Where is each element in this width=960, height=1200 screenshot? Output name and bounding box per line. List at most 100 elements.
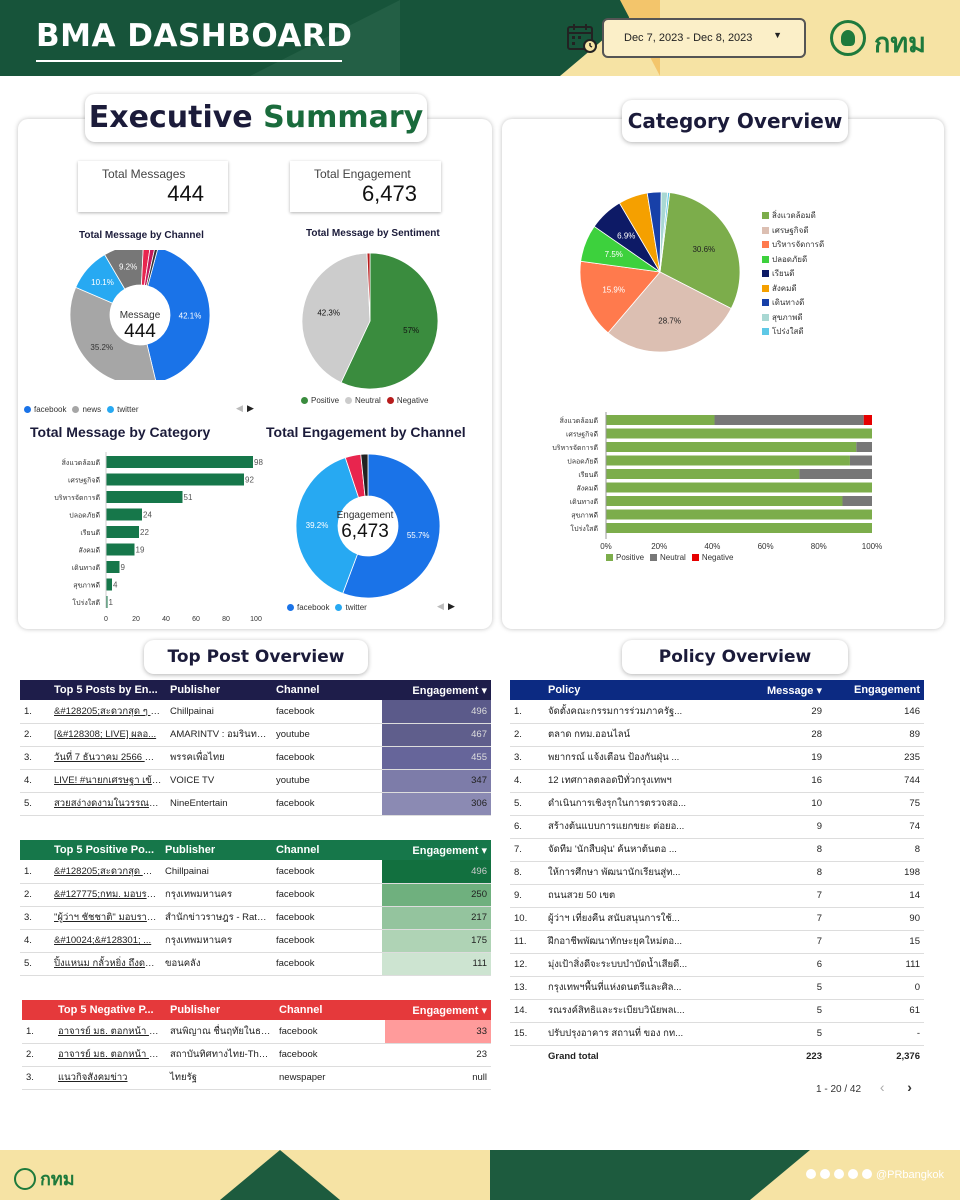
executive-title-part2: Summary <box>263 100 424 135</box>
cell-policy: ปรับปรุงอาคาร สถานที่ ของ กท... <box>544 1022 714 1046</box>
cell-post[interactable]: แนวกิจสังคมข่าว <box>54 1066 166 1090</box>
line-icon[interactable] <box>805 1169 816 1179</box>
pager-prev-icon[interactable]: ‹ <box>879 1079 885 1095</box>
top-post-overview-title: Top Post Overview <box>144 640 368 674</box>
eng-channel-center: Engagement 6,473 <box>330 510 400 543</box>
eng-channel-donut-chart: 55.7% 39.2% <box>295 453 441 599</box>
legend-next-icon[interactable]: ▶ <box>448 601 455 611</box>
table-row[interactable]: 12. มุ่งเป้าสิ่งดีจะระบบบำบัดน้ำเสียดี...… <box>510 953 924 977</box>
table-row[interactable]: 2. &#127775;กทม. มอบรา... กรุงเทพมหานคร fac… <box>20 883 491 907</box>
table-row[interactable]: 2. [&#128308; LIVE] ผลอ... AMARINTV : อมริ… <box>20 723 491 747</box>
cell-post[interactable]: อาจารย์ มธ. ตอกหน้า ชัชช... <box>54 1043 166 1067</box>
column-header[interactable]: Top 5 Posts by En... <box>54 684 158 696</box>
cell-post[interactable]: อาจารย์ มธ. ตอกหน้า ชัชช... <box>54 1020 166 1044</box>
table-row[interactable]: 1. จัดตั้งคณะกรรมการร่วมภาครัฐ... 29 146 <box>510 700 924 724</box>
legend-item: บริหารจัดการดี <box>756 240 824 249</box>
cell-post[interactable]: LIVE! #นายกเศรษฐา เข้า 'ค... <box>50 769 166 793</box>
cell-channel: facebook <box>272 883 382 907</box>
table-row[interactable]: 4. LIVE! #นายกเศรษฐา เข้า 'ค... VOICE TV yo… <box>20 769 491 793</box>
cell-eng: 111 <box>382 952 491 976</box>
legend-label: เดินทางดี <box>772 298 805 307</box>
table-row[interactable]: 3. วันที่ 7 ธันวาคม 2566 ณ ... พรรคเพื่อไท… <box>20 746 491 770</box>
column-header[interactable]: Engagement ▾ <box>412 1004 487 1017</box>
table-row[interactable]: 11. ฝึกอาชีพพัฒนาทักษะยุคใหม่ตอ... 7 15 <box>510 930 924 954</box>
table-row[interactable]: 2. อาจารย์ มธ. ตอกหน้า ชัชช... สถาบันทิศทา… <box>22 1043 491 1067</box>
legend-prev-icon[interactable]: ◀ <box>236 403 243 413</box>
column-header[interactable]: Publisher <box>170 684 221 696</box>
table-row[interactable]: 13. กรุงเทพฯพื้นที่แห่งดนตรีและศิล... 5 0 <box>510 976 924 1000</box>
stacked-bar-neutral <box>856 442 872 452</box>
cell-post[interactable]: ปิ้งแหนม กลั้วหยิ่ง ถึงดาดหรอนอ... <box>50 952 161 976</box>
calendar-icon[interactable] <box>566 22 598 54</box>
table-row[interactable]: 3. พยากรณ์ แจ้งเตือน ป้องกันฝุ่น ... 19 235 <box>510 746 924 770</box>
tiktok-icon[interactable] <box>861 1169 872 1179</box>
table-row[interactable]: 15. ปรับปรุงอาคาร สถานที่ ของ กท... 5- <box>510 1022 924 1046</box>
instagram-icon[interactable] <box>847 1169 858 1179</box>
table-row[interactable]: 4. 12 เทศกาลตลอดปีทั่วกรุงเทพฯ 16 744 <box>510 769 924 793</box>
grand-total-cell <box>510 1045 544 1068</box>
table-row[interactable]: 2. ตลาด กทม.ออนไลน์ 28 89 <box>510 723 924 747</box>
legend-label: โปร่งใสดี <box>772 327 804 336</box>
column-header[interactable]: Publisher <box>170 1004 221 1016</box>
cell-n: 5. <box>20 792 50 816</box>
column-header[interactable]: Engagement ▾ <box>412 684 487 697</box>
column-header[interactable]: Policy <box>548 684 581 696</box>
cell-post[interactable]: วันที่ 7 ธันวาคม 2566 ณ ... <box>50 746 166 770</box>
legend-next-icon[interactable]: ▶ <box>247 403 254 413</box>
cell-eng: 496 <box>382 860 491 884</box>
cell-msg: 29 <box>714 700 826 724</box>
eng-channel-center-label: Engagement <box>336 510 394 521</box>
column-header[interactable]: Channel <box>276 684 320 696</box>
legend-prev-icon[interactable]: ◀ <box>437 601 444 611</box>
legend-swatch <box>72 406 80 413</box>
legend-item: Positive <box>600 553 644 562</box>
table-row[interactable]: 1. &#128205;สะดวกสุด ๆ ชั่... Chillpainai f… <box>20 860 491 884</box>
cell-post[interactable]: &#128205;สะดวกสุด ๆ ชั่... <box>50 700 166 724</box>
cell-post[interactable]: &#10024;&#128301; ... <box>50 929 161 953</box>
cell-post[interactable]: [&#128308; LIVE] ผลอ... <box>50 723 166 747</box>
table-row[interactable]: 3. "ผู้ว่าฯ ชัชชาติ" มอบรางวัล... สำนักข่า… <box>20 906 491 930</box>
table-row[interactable]: 10. ผู้ว่าฯ เที่ยงคืน สนับสนุนการใช้... 7 9… <box>510 907 924 931</box>
date-range-picker[interactable]: Dec 7, 2023 - Dec 8, 2023 ▼ <box>602 18 806 58</box>
column-header[interactable]: Engagement <box>853 684 920 696</box>
table-row[interactable]: 5. สวยสง่างดงามในวรรณคดี... NineEntertain f… <box>20 792 491 816</box>
table-row[interactable]: 9. ถนนสวย 50 เขต 7 14 <box>510 884 924 908</box>
cell-eng: 347 <box>382 769 491 793</box>
table-row[interactable]: 8. ให้การศึกษา พัฒนานักเรียนสู่ท... 8 198 <box>510 861 924 885</box>
column-header[interactable]: Top 5 Negative P... <box>58 1004 154 1016</box>
column-header[interactable]: Channel <box>279 1004 323 1016</box>
pager-next-icon[interactable]: › <box>907 1079 912 1095</box>
cell-eng: 235 <box>826 746 924 770</box>
column-header[interactable]: Engagement ▾ <box>412 844 487 857</box>
cell-post[interactable]: "ผู้ว่าฯ ชัชชาติ" มอบรางวัล... <box>50 906 161 930</box>
cell-post[interactable]: &#128205;สะดวกสุด ๆ ชั่... <box>50 860 161 884</box>
legend-item: เดินทางดี <box>756 298 804 307</box>
cell-msg: 8 <box>714 861 826 885</box>
cell-n: 1. <box>20 860 50 884</box>
column-header[interactable]: Channel <box>276 844 320 856</box>
table-row[interactable]: 14. รณรงค์สิทธิและระเบียบวินัยพลเ... 5 61 <box>510 999 924 1023</box>
table-row[interactable]: 1. อาจารย์ มธ. ตอกหน้า ชัชช... สนพิญาณ ชื่… <box>22 1020 491 1044</box>
slice-label: 42.1% <box>179 312 202 321</box>
slice-บริหารจัดการดี <box>579 260 661 334</box>
twitter-icon[interactable] <box>833 1169 844 1179</box>
stacked-category-label: บริหารจัดการดี <box>552 444 598 452</box>
cell-channel: newspaper <box>275 1066 385 1090</box>
table-row[interactable]: 6. สร้างต้นแบบการแยกขยะ ต่อยอ... 9 74 <box>510 815 924 839</box>
table-row[interactable]: 5. ดำเนินการเชิงรุกในการตรวจสอ... 10 75 <box>510 792 924 816</box>
table-row[interactable]: 1. &#128205;สะดวกสุด ๆ ชั่... Chillpainai f… <box>20 700 491 724</box>
table-row[interactable]: 4. &#10024;&#128301; ... กรุงเทพมหานคร face… <box>20 929 491 953</box>
category-tick-label: ปลอดภัยดี <box>69 512 100 520</box>
table-row[interactable]: 5.ปิ้งแหนม กลั้วหยิ่ง ถึงดาดหรอนอ...ขอนค… <box>20 952 491 976</box>
column-header[interactable]: Publisher <box>165 844 216 856</box>
column-header[interactable]: Top 5 Positive Po... <box>54 844 155 856</box>
table-row[interactable]: 3. แนวกิจสังคมข่าว ไทยรัฐ newspaper null <box>22 1066 491 1090</box>
column-header[interactable]: Message ▾ <box>766 684 822 697</box>
cell-msg: 5 <box>714 999 826 1023</box>
msg-channel-center-value: 444 <box>124 321 156 342</box>
cell-post[interactable]: สวยสง่างดงามในวรรณคดี... <box>50 792 166 816</box>
cell-channel: facebook <box>272 860 382 884</box>
facebook-icon[interactable] <box>819 1169 830 1179</box>
table-row[interactable]: 7. จัดทีม 'นักสืบฝุ่น' ค้นหาต้นตอ ... 8 8 <box>510 838 924 862</box>
cell-post[interactable]: &#127775;กทม. มอบรา... <box>50 883 161 907</box>
